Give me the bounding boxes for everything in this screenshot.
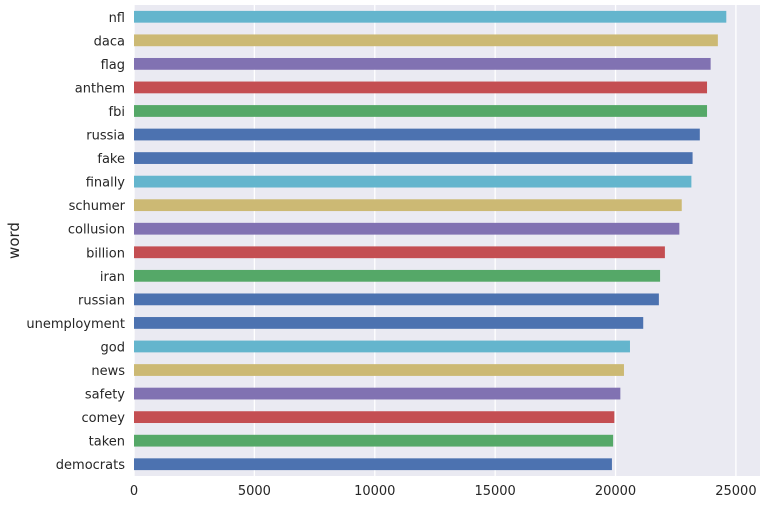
bar-daca (134, 34, 718, 47)
y-tick-label: taken (89, 435, 125, 450)
x-tick-label: 10000 (354, 484, 395, 499)
bar-flag (134, 57, 711, 70)
bar-nfl (134, 10, 727, 23)
y-tick-label: iran (100, 270, 125, 285)
y-tick-label: news (91, 364, 125, 379)
y-axis-label: word (5, 222, 23, 259)
bar-iran (134, 269, 661, 282)
y-tick-label: fbi (109, 105, 125, 120)
y-tick-label: russian (78, 293, 125, 308)
x-tick-label: 25000 (715, 484, 756, 499)
y-tick-label: fake (97, 152, 125, 167)
bar-unemployment (134, 317, 644, 329)
x-tick-label: 0 (130, 484, 138, 499)
bar-god (134, 340, 630, 353)
x-tick-labels: 0 5000 10000 15000 20000 25000 (130, 484, 757, 499)
x-tick-label: 5000 (238, 484, 271, 499)
x-tick-label: 15000 (474, 484, 515, 499)
bar-fake (134, 152, 693, 164)
bar-fbi (134, 105, 708, 117)
bar-comey (134, 411, 615, 424)
y-tick-label: flag (101, 58, 125, 73)
y-tick-labels: nfl daca flag anthem fbi russia fake finally sch… (26, 11, 125, 473)
bar-collusion (134, 222, 680, 235)
y-tick-label: russia (86, 129, 125, 144)
bar-democrats (134, 458, 612, 471)
y-tick-label: anthem (75, 81, 125, 96)
bar-taken (134, 434, 614, 447)
bar-safety (134, 387, 621, 400)
y-tick-label: collusion (68, 223, 125, 238)
bar-billion (134, 246, 665, 259)
y-tick-label: daca (94, 34, 125, 49)
y-tick-label: nfl (109, 11, 125, 26)
x-tick-label: 20000 (595, 484, 636, 499)
bar-schumer (134, 199, 682, 212)
bar-anthem (134, 81, 708, 94)
bars (134, 10, 727, 471)
bar-news (134, 364, 624, 376)
bar-russia (134, 128, 700, 141)
bar-finally (134, 175, 692, 188)
y-tick-label: god (101, 340, 125, 355)
bar-russian (134, 293, 659, 306)
plot-area (134, 5, 760, 476)
y-tick-label: unemployment (26, 317, 125, 332)
y-tick-label: finally (86, 176, 126, 191)
y-tick-label: safety (85, 388, 125, 403)
y-tick-label: democrats (56, 458, 125, 473)
y-tick-label: billion (86, 246, 125, 261)
y-tick-label: schumer (69, 199, 126, 214)
y-tick-label: comey (82, 411, 126, 426)
